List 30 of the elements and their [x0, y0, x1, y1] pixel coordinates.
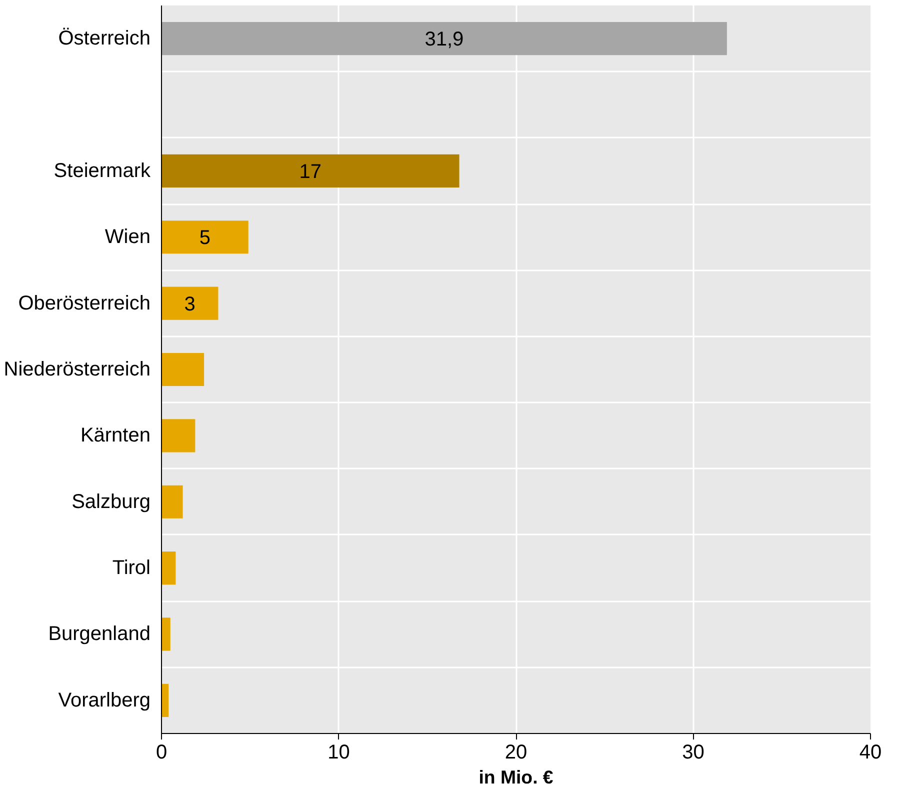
data-label: 31,9	[424, 28, 464, 51]
x-tick-label: 20	[504, 742, 528, 764]
data-label: 17	[299, 160, 322, 183]
bar	[162, 22, 727, 56]
bar	[162, 552, 176, 585]
y-tick-label: Kärnten	[80, 424, 151, 447]
bar	[162, 286, 218, 320]
x-axis-title: in Mio. €	[478, 766, 554, 788]
data-label: 3	[184, 293, 196, 316]
bar	[162, 352, 204, 386]
y-tick-label: Niederösterreich	[4, 358, 151, 380]
y-tick-label: Burgenland	[48, 623, 151, 646]
x-tick-label: 40	[859, 742, 882, 764]
y-tick-label: Vorarlberg	[58, 689, 151, 712]
bar	[162, 684, 169, 717]
y-tick-label: Steiermark	[54, 160, 152, 182]
x-tick-label: 10	[328, 742, 350, 764]
x-tick-label: 30	[682, 742, 704, 764]
bar	[162, 220, 248, 254]
bar	[162, 618, 170, 651]
y-tick-label: Wien	[104, 226, 151, 248]
bar	[162, 419, 196, 452]
x-tick-label: 0	[156, 742, 168, 764]
data-label: 5	[199, 227, 210, 250]
y-tick-label: Österreich	[58, 28, 151, 50]
bar	[162, 485, 183, 518]
y-tick-label: Salzburg	[72, 490, 150, 513]
y-tick-label: Oberösterreich	[18, 292, 151, 314]
bar	[162, 154, 460, 188]
y-tick-label: Tirol	[112, 557, 151, 580]
